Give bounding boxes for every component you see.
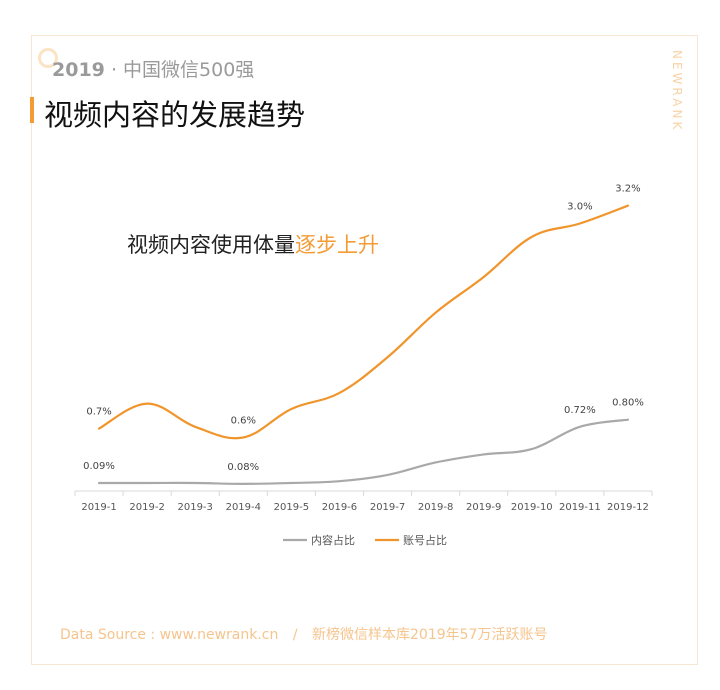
data-label: 0.72% (564, 405, 596, 416)
series-line-content-share (97, 418, 630, 485)
legend-label: 内容占比 (311, 533, 355, 547)
x-tick-label: 2019-1 (81, 502, 116, 513)
data-label: 0.08% (227, 462, 259, 473)
data-source: Data Source : www.newrank.cn (60, 627, 279, 643)
footer-source: Data Source : www.newrank.cn / 新榜微信样本库20… (60, 624, 547, 644)
heading-dot: · (110, 59, 117, 81)
x-tick-label: 2019-12 (607, 502, 649, 513)
x-tick-label: 2019-2 (129, 502, 164, 513)
report-tag: 中国微信500强 (123, 59, 255, 81)
x-tick-label: 2019-4 (226, 502, 261, 513)
subtitle-plain: 视频内容使用体量 (127, 233, 295, 257)
x-tick-label: 2019-8 (418, 502, 453, 513)
data-label: 3.0% (567, 202, 592, 213)
x-tick-label: 2019-9 (466, 502, 501, 513)
footer-divider: / (292, 627, 298, 643)
content-frame (31, 35, 698, 665)
x-tick-label: 2019-11 (559, 502, 601, 513)
x-tick-label: 2019-6 (322, 502, 357, 513)
page-title: 视频内容的发展趋势 (44, 98, 306, 132)
legend-label: 账号占比 (403, 533, 447, 547)
subtitle-highlight: 逐步上升 (295, 233, 379, 257)
x-tick-label: 2019-10 (511, 502, 553, 513)
title-accent-bar (30, 97, 34, 123)
data-label: 3.2% (615, 184, 640, 195)
data-label: 0.7% (86, 407, 111, 418)
x-tick-label: 2019-7 (370, 502, 405, 513)
sample-note: 新榜微信样本库2019年57万活跃账号 (312, 627, 548, 643)
x-tick-label: 2019-5 (274, 502, 309, 513)
brand-watermark: NEWRANK (670, 50, 684, 133)
data-label: 0.6% (231, 416, 256, 427)
data-label: 0.80% (612, 398, 644, 409)
chart-subtitle: 视频内容使用体量逐步上升 (127, 229, 379, 259)
data-label: 0.09% (83, 461, 115, 472)
x-tick-label: 2019-3 (177, 502, 212, 513)
report-heading: 2019 · 中国微信500强 (52, 55, 254, 82)
search-icon (38, 48, 58, 68)
series-line-account-share (97, 204, 630, 440)
report-year: 2019 (52, 59, 105, 81)
